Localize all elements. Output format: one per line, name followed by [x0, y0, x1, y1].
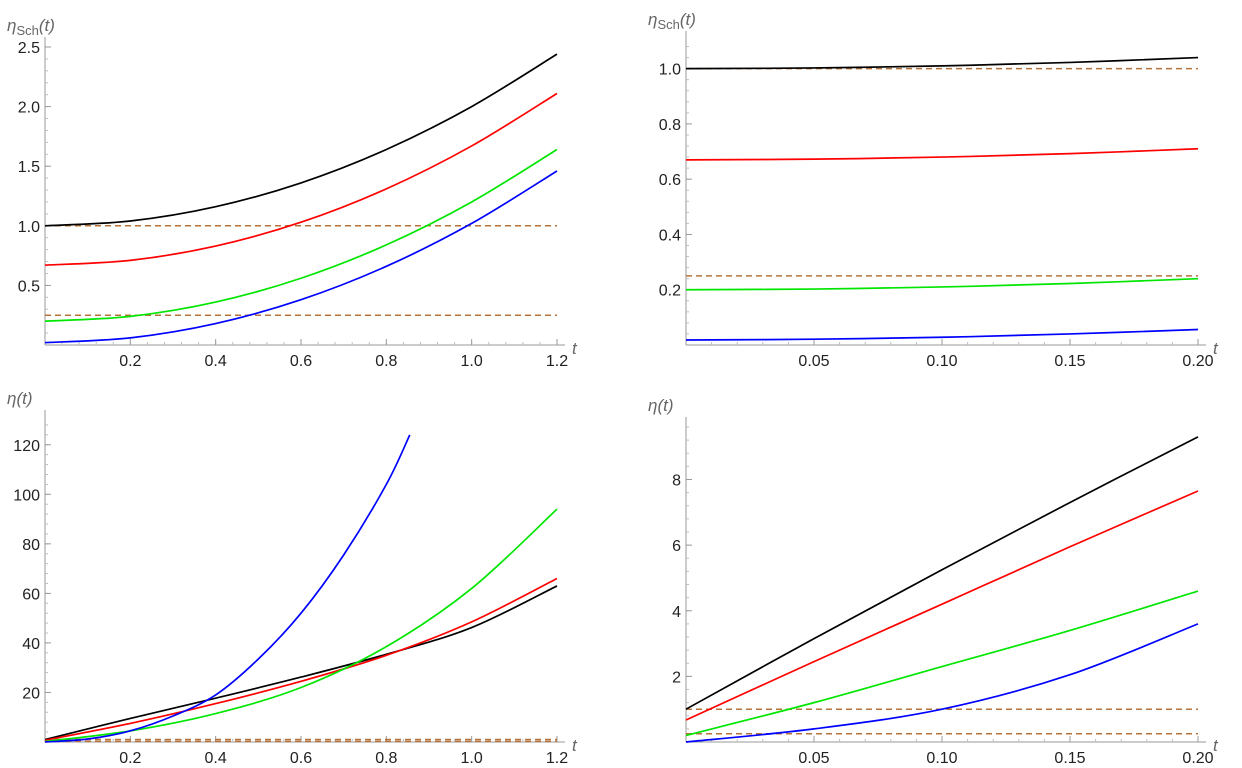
x-tick-label: 0.15 [1054, 353, 1085, 370]
series-line-red [44, 92, 558, 266]
y-tick-label: 0.6 [659, 172, 681, 189]
chart-panel-3: 0.2 0.4 0.6 0.8 1.0 1.2 20 40 60 80 100 120 η(t) t [7, 389, 578, 767]
series-line-green [685, 277, 1199, 291]
x-axis-title: t [572, 736, 578, 755]
x-tick-label: 0.20 [1182, 353, 1213, 370]
series-line-blue [44, 170, 558, 344]
x-tick-label: 1.0 [461, 750, 483, 767]
x-axis-title: t [572, 339, 578, 358]
series-line-black [685, 436, 1199, 710]
series-line-green [44, 508, 558, 743]
y-tick-label: 120 [13, 438, 40, 455]
x-tick-label: 0.8 [375, 353, 397, 370]
x-axis-title: t [1213, 736, 1219, 755]
y-tick-label: 1.0 [659, 62, 681, 79]
y-tick-label: 2.0 [18, 100, 40, 117]
x-axis-title: t [1213, 339, 1219, 358]
series-line-blue [685, 328, 1199, 341]
y-tick-label: 0.4 [659, 227, 681, 244]
x-tick-label: 0.2 [119, 750, 141, 767]
y-tick-label: 40 [22, 636, 40, 653]
y-tick-label: 0.5 [18, 278, 40, 295]
x-tick-label: 1.2 [546, 353, 568, 370]
y-axis-title: η(t) [7, 389, 33, 408]
series-line-green [685, 590, 1199, 737]
series-line-black [44, 53, 558, 227]
x-tick-label: 0.15 [1054, 750, 1085, 767]
y-tick-label: 60 [22, 586, 40, 603]
x-tick-label: 0.10 [926, 353, 957, 370]
chart-panel-2: 0.05 0.10 0.15 0.20 0.2 0.4 0.6 0.8 1.0 ηSch(t) t [648, 10, 1219, 370]
x-tick-label: 0.6 [290, 353, 312, 370]
series-line-black [685, 56, 1199, 70]
y-tick-label: 8 [672, 473, 681, 490]
y-tick-label: 2 [672, 669, 681, 686]
x-tick-label: 0.4 [205, 353, 227, 370]
x-tick-label: 0.20 [1182, 750, 1213, 767]
x-tick-label: 0.10 [926, 750, 957, 767]
series-line-black [44, 585, 558, 741]
y-tick-label: 100 [13, 487, 40, 504]
x-tick-label: 1.2 [546, 750, 568, 767]
series-line-blue [44, 434, 411, 743]
y-tick-label: 4 [672, 604, 681, 621]
series-line-red [685, 147, 1199, 161]
x-tick-label: 0.4 [205, 750, 227, 767]
x-tick-label: 0.8 [375, 750, 397, 767]
x-tick-label: 0.6 [290, 750, 312, 767]
x-tick-label: 0.05 [798, 750, 829, 767]
y-tick-label: 20 [22, 685, 40, 702]
y-axis-title: η(t) [648, 396, 674, 415]
y-tick-label: 6 [672, 538, 681, 555]
x-tick-label: 0.05 [798, 353, 829, 370]
y-tick-label: 0.2 [659, 283, 681, 300]
y-axis-title: ηSch(t) [648, 10, 696, 32]
chart-panel-1: 0.2 0.4 0.6 0.8 1.0 1.2 0.5 1.0 1.5 2.0 2.5 ηSch(t)… [7, 16, 578, 370]
series-line-red [44, 577, 558, 742]
series-line-blue [685, 623, 1199, 743]
series-line-red [685, 490, 1199, 721]
y-tick-label: 2.5 [18, 40, 40, 57]
x-tick-label: 0.2 [119, 353, 141, 370]
chart-panel-4: 0.05 0.10 0.15 0.20 2 4 6 8 η(t) t [648, 396, 1219, 767]
y-tick-label: 1.5 [18, 159, 40, 176]
y-axis-title: ηSch(t) [7, 16, 55, 38]
x-tick-label: 1.0 [461, 353, 483, 370]
y-tick-label: 80 [22, 537, 40, 554]
y-tick-label: 1.0 [18, 219, 40, 236]
y-tick-label: 0.8 [659, 117, 681, 134]
series-line-green [44, 148, 558, 323]
